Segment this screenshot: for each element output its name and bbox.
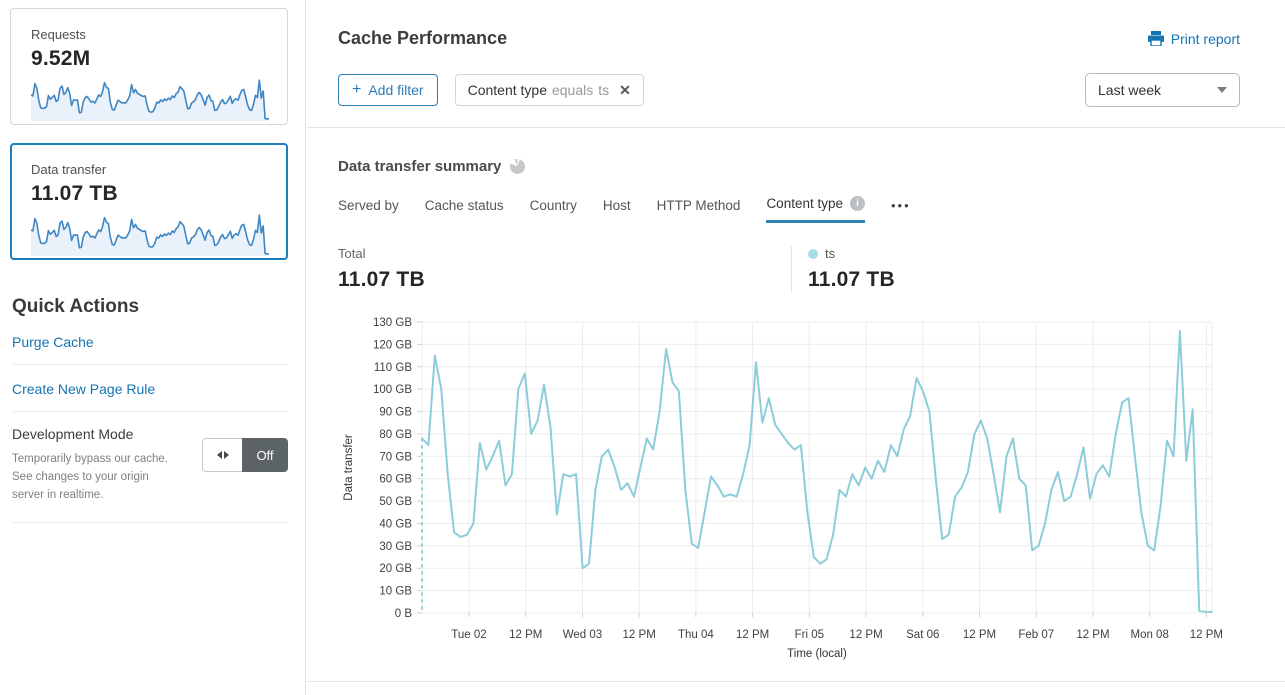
divider — [12, 411, 288, 412]
legend-item-ts[interactable]: ts — [808, 246, 895, 261]
filter-chip-content-type[interactable]: Content type equals ts ✕ — [454, 74, 644, 106]
requests-metric-card[interactable]: Requests 9.52M — [10, 8, 288, 125]
divider — [307, 127, 1285, 128]
chevron-down-icon — [1217, 87, 1227, 93]
development-mode-toggle[interactable]: Off — [202, 438, 288, 472]
tab-label: Host — [602, 197, 631, 213]
svg-text:Time (local): Time (local) — [787, 648, 847, 660]
divider — [12, 364, 288, 365]
tab-country[interactable]: Country — [530, 198, 577, 222]
remove-filter-icon[interactable]: ✕ — [619, 81, 631, 98]
total-value: 11.07 TB — [338, 268, 425, 291]
svg-text:Feb 07: Feb 07 — [1018, 629, 1054, 641]
development-mode-title: Development Mode — [12, 426, 134, 442]
svg-text:Wed 03: Wed 03 — [563, 629, 602, 641]
data-transfer-sparkline-chart — [30, 212, 269, 256]
data-transfer-metric-card[interactable]: Data transfer 11.07 TB — [10, 143, 288, 260]
filter-chip-operator: equals — [551, 82, 594, 98]
plus-icon: + — [352, 81, 362, 98]
development-mode-row: Development Mode Temporarily bypass our … — [12, 426, 288, 524]
toggle-knob[interactable] — [202, 438, 242, 472]
svg-text:110 GB: 110 GB — [374, 362, 412, 374]
tab-host[interactable]: Host — [603, 198, 631, 222]
divider — [307, 681, 1285, 682]
analytics-sidebar: Requests 9.52M Data transfer 11.07 TB Qu… — [0, 0, 306, 695]
svg-text:0 B: 0 B — [395, 608, 413, 620]
add-filter-button[interactable]: + Add filter — [338, 74, 438, 106]
cache-performance-main: Cache Performance Print report + Add fil… — [307, 0, 1285, 695]
summary-title: Data transfer summary — [338, 158, 502, 175]
requests-sparkline-chart — [30, 77, 269, 121]
quick-actions-title: Quick Actions — [12, 296, 140, 317]
svg-text:60 GB: 60 GB — [379, 474, 412, 486]
svg-text:50 GB: 50 GB — [379, 496, 412, 508]
svg-text:12 PM: 12 PM — [623, 629, 656, 641]
series-value: 11.07 TB — [808, 268, 895, 291]
tab-label: Content type — [766, 196, 843, 211]
svg-text:Thu 04: Thu 04 — [678, 629, 714, 641]
svg-text:10 GB: 10 GB — [379, 586, 412, 598]
print-report-label: Print report — [1170, 30, 1240, 47]
svg-text:Sat 06: Sat 06 — [906, 629, 939, 641]
left-arrow-icon — [216, 451, 222, 459]
tab-content-type[interactable]: Content type i — [766, 196, 865, 223]
page-title: Cache Performance — [338, 28, 508, 48]
printer-icon — [1147, 31, 1164, 46]
tab-served-by[interactable]: Served by — [338, 198, 399, 222]
svg-text:Fri 05: Fri 05 — [795, 629, 824, 641]
data-transfer-line-chart: 0 B 10 GB 20 GB 30 GB 40 GB 50 GB 60 GB 70 GB 80… — [307, 308, 1285, 671]
svg-text:30 GB: 30 GB — [379, 541, 412, 553]
time-range-select[interactable]: Last week — [1085, 73, 1240, 107]
quick-actions-section: Quick Actions Purge Cache Create New Pag… — [12, 296, 288, 524]
tab-http-method[interactable]: HTTP Method — [657, 198, 741, 222]
series-label: ts — [825, 246, 836, 261]
series-dot-icon — [808, 248, 818, 259]
requests-card-value: 9.52M — [31, 47, 91, 70]
data-transfer-card-label: Data transfer — [31, 162, 107, 177]
development-mode-description: Temporarily bypass our cache. See change… — [12, 453, 168, 501]
svg-text:12 PM: 12 PM — [509, 629, 542, 641]
time-range-value: Last week — [1098, 82, 1162, 98]
svg-text:80 GB: 80 GB — [379, 429, 412, 441]
create-page-rule-link[interactable]: Create New Page Rule — [12, 381, 156, 397]
svg-text:20 GB: 20 GB — [379, 563, 412, 575]
svg-text:12 PM: 12 PM — [1190, 629, 1223, 641]
svg-text:12 PM: 12 PM — [1076, 629, 1109, 641]
dimension-tabs: Served by Cache status Country Host HTTP Met… — [307, 175, 1285, 223]
svg-text:Tue 02: Tue 02 — [451, 629, 486, 641]
info-icon[interactable]: i — [850, 196, 865, 211]
pie-chart-icon — [510, 159, 526, 174]
add-filter-label: Add filter — [368, 82, 424, 98]
svg-text:90 GB: 90 GB — [379, 407, 412, 419]
svg-text:Data transfer: Data transfer — [343, 434, 355, 501]
tab-label: HTTP Method — [656, 197, 741, 213]
svg-text:70 GB: 70 GB — [379, 451, 412, 463]
tab-label: Served by — [338, 197, 399, 213]
svg-text:12 PM: 12 PM — [736, 629, 769, 641]
svg-text:40 GB: 40 GB — [379, 518, 412, 530]
svg-text:12 PM: 12 PM — [963, 629, 996, 641]
svg-text:100 GB: 100 GB — [373, 384, 412, 396]
tab-cache-status[interactable]: Cache status — [425, 198, 504, 222]
svg-text:130 GB: 130 GB — [373, 317, 412, 329]
more-tabs-icon[interactable]: ••• — [891, 197, 911, 213]
tab-label: Country — [529, 197, 577, 213]
svg-text:120 GB: 120 GB — [373, 339, 412, 351]
data-transfer-card-value: 11.07 TB — [31, 182, 118, 205]
svg-text:12 PM: 12 PM — [849, 629, 882, 641]
svg-text:Mon 08: Mon 08 — [1130, 629, 1168, 641]
toggle-off-label: Off — [242, 438, 288, 472]
purge-cache-link[interactable]: Purge Cache — [12, 334, 94, 350]
filter-chip-field: Content type — [467, 82, 547, 98]
tab-label: Cache status — [424, 197, 504, 213]
requests-card-label: Requests — [31, 27, 86, 42]
print-report-link[interactable]: Print report — [1147, 30, 1240, 47]
filter-chip-value: ts — [598, 82, 610, 98]
total-label: Total — [338, 246, 366, 261]
right-arrow-icon — [223, 451, 229, 459]
